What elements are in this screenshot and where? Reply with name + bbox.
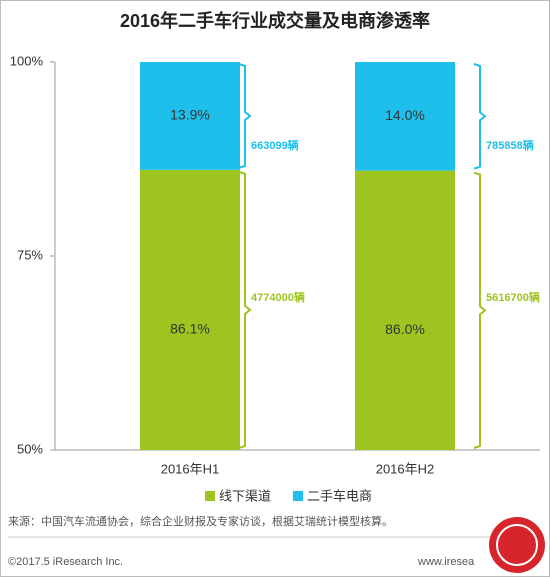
y-tick-label: 50% — [17, 441, 43, 456]
brace — [473, 63, 487, 170]
logo — [489, 517, 545, 573]
value-label: 86.1% — [170, 321, 210, 337]
legend-swatch — [205, 491, 215, 501]
x-tick-label: 2016年H1 — [161, 461, 220, 476]
bar-segment — [355, 62, 455, 171]
annotation: 5616700辆 — [486, 290, 540, 304]
x-tick-label: 2016年H2 — [376, 461, 435, 476]
legend-swatch — [293, 491, 303, 501]
y-tick-label: 100% — [10, 53, 44, 68]
annotation: 785858辆 — [486, 138, 534, 152]
bar-segment — [140, 62, 240, 170]
value-label: 14.0% — [385, 107, 425, 123]
brace — [238, 170, 252, 449]
bar-segment — [140, 169, 240, 450]
legend-label: 线下渠道 — [219, 488, 271, 503]
y-tick-label: 75% — [17, 247, 43, 262]
brace — [238, 63, 252, 169]
value-label: 13.9% — [170, 107, 210, 123]
brace — [473, 171, 487, 449]
bar-segment — [355, 170, 455, 450]
value-label: 86.0% — [385, 321, 425, 337]
annotation: 4774000辆 — [251, 290, 305, 304]
chart-title: 2016年二手车行业成交量及电商渗透率 — [120, 10, 430, 31]
legend-label: 二手车电商 — [307, 488, 372, 503]
annotation: 663099辆 — [251, 138, 299, 152]
copyright: ©2017.5 iResearch Inc. — [8, 556, 123, 568]
source: 来源：中国汽车流通协会，综合企业财报及专家访谈，根据艾瑞统计模型核算。 — [8, 514, 393, 528]
website: www.iresea — [417, 556, 475, 568]
